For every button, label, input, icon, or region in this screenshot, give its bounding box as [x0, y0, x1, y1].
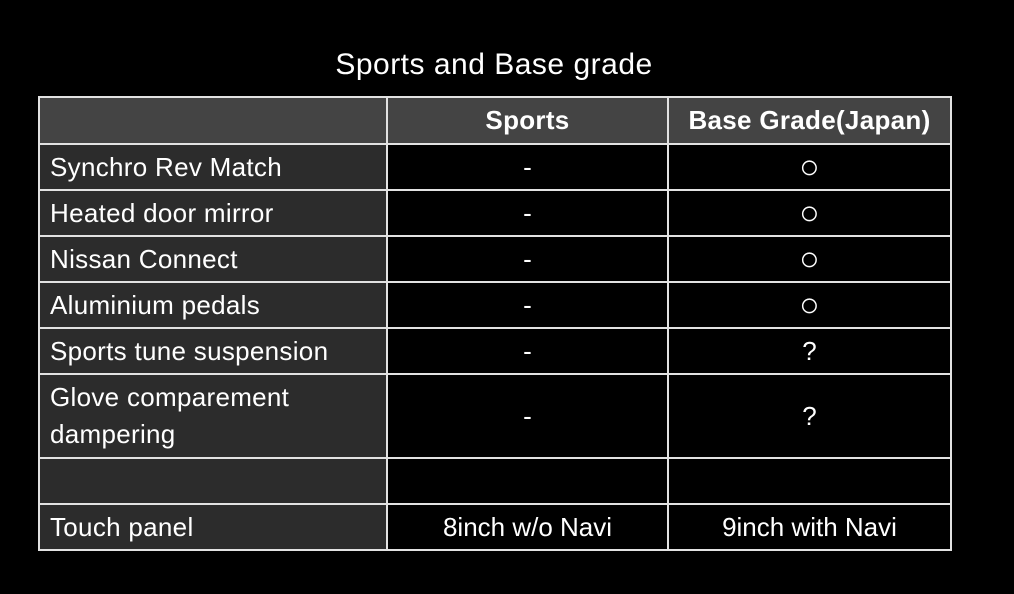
base-grade-value: 9inch with Navi	[667, 503, 952, 551]
feature-label: Touch panel	[38, 503, 388, 551]
header-cell-base-grade: Base Grade(Japan)	[667, 96, 952, 145]
sports-value	[386, 457, 669, 505]
comparison-table: Sports Base Grade(Japan) Synchro Rev Mat…	[38, 96, 952, 551]
header-cell-sports: Sports	[386, 96, 669, 145]
table-row-empty	[38, 457, 952, 505]
page-title: Sports and Base grade	[335, 48, 653, 81]
feature-label: Sports tune suspension	[38, 327, 388, 375]
table-row-sports-tune-suspension: Sports tune suspension - ?	[38, 327, 952, 375]
feature-label: Glove comparement dampering	[38, 373, 388, 459]
sports-value: -	[386, 189, 669, 237]
table-row-nissan-connect: Nissan Connect - ○	[38, 235, 952, 283]
header-cell-feature	[38, 96, 388, 145]
feature-label: Heated door mirror	[38, 189, 388, 237]
table-row-heated-door-mirror: Heated door mirror - ○	[38, 189, 952, 237]
sports-value: -	[386, 281, 669, 329]
table-row-glove-comparement-dampering: Glove comparement dampering - ?	[38, 373, 952, 459]
header-row: Sports Base Grade(Japan)	[38, 96, 952, 145]
table-row-aluminium-pedals: Aluminium pedals - ○	[38, 281, 952, 329]
base-grade-value: ○	[667, 281, 952, 329]
feature-label	[38, 457, 388, 505]
feature-label: Synchro Rev Match	[38, 143, 388, 191]
sports-value: -	[386, 235, 669, 283]
sports-value: 8inch w/o Navi	[386, 503, 669, 551]
base-grade-value: ○	[667, 143, 952, 191]
base-grade-value: ○	[667, 189, 952, 237]
feature-label: Nissan Connect	[38, 235, 388, 283]
base-grade-value: ○	[667, 235, 952, 283]
table-row-synchro-rev-match: Synchro Rev Match - ○	[38, 143, 952, 191]
sports-value: -	[386, 327, 669, 375]
base-grade-value: ?	[667, 327, 952, 375]
base-grade-value: ?	[667, 373, 952, 459]
sports-value: -	[386, 373, 669, 459]
table-row-touch-panel: Touch panel 8inch w/o Navi 9inch with Na…	[38, 503, 952, 551]
sports-value: -	[386, 143, 669, 191]
base-grade-value	[667, 457, 952, 505]
feature-label: Aluminium pedals	[38, 281, 388, 329]
